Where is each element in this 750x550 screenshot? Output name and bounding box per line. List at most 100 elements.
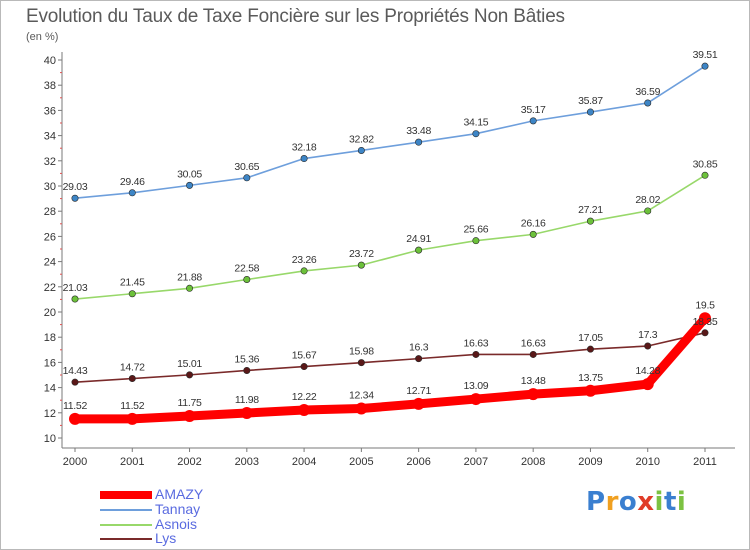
data-point-asnois [300,267,308,275]
data-point-asnois [243,275,251,283]
data-point-amazy [240,407,253,420]
series-layer [69,62,711,425]
data-point-asnois [186,284,194,292]
data-point-lys [300,363,308,371]
y-tick-label: 30 [44,181,56,193]
proxiti-logo: Proxiti [586,487,686,517]
data-label-tannay: 30.65 [234,161,259,173]
data-point-amazy [126,412,139,425]
y-tick-label: 24 [44,257,56,269]
data-label-asnois: 26.16 [521,217,546,229]
x-tick-label: 2004 [292,456,316,468]
data-point-tannay [529,117,537,125]
legend-swatch-lys [100,538,152,540]
legend-label-amazy: AMAZY [155,486,204,502]
data-point-lys [186,371,194,379]
data-label-asnois: 21.88 [177,271,202,283]
x-tick-label: 2007 [464,456,488,468]
data-point-asnois [529,230,537,238]
data-label-lys: 15.36 [234,353,259,365]
data-label-asnois: 23.26 [292,254,317,266]
data-point-asnois [644,207,652,215]
data-point-asnois [415,246,423,254]
data-label-lys: 17.3 [638,329,658,341]
data-point-lys [472,350,480,358]
data-point-amazy [183,409,196,422]
data-label-tannay: 32.82 [349,133,374,145]
data-point-lys [529,350,537,358]
data-label-amazy: 11.75 [178,397,202,409]
data-label-tannay: 29.03 [63,181,88,193]
x-tick-label: 2010 [635,456,659,468]
logo-letter: i [676,487,687,517]
data-point-amazy [527,388,540,401]
data-point-amazy [355,402,368,415]
data-label-asnois: 27.21 [578,204,603,216]
data-point-amazy [699,312,711,325]
series-line-amazy [70,313,710,424]
data-label-asnois: 21.03 [63,282,88,294]
data-label-asnois: 24.91 [406,233,431,245]
data-point-amazy [641,378,654,391]
data-label-lys: 17.05 [578,332,603,344]
data-labels: 29.03 29.46 30.05 30.65 32.18 32.82 33.48 34.15… [63,49,719,412]
data-point-tannay [243,174,251,182]
series-line-asnois [74,174,706,300]
y-tick-label: 28 [44,206,56,218]
data-label-asnois: 22.58 [234,262,259,274]
data-point-lys [357,359,365,367]
axes: 10 12 14 16 18 20 22 24 26 28 30 32 34 36 38 40 2000 2001… [44,52,735,468]
data-label-asnois: 25.66 [464,224,489,236]
x-tick-label: 2003 [235,456,259,468]
data-point-lys [701,329,709,337]
data-label-amazy: 13.09 [464,380,489,392]
y-tick-label: 38 [44,80,56,92]
y-tick-label: 32 [44,156,56,168]
data-point-amazy [69,412,81,425]
data-point-tannay [357,146,365,154]
data-point-amazy [584,384,597,397]
logo-letter: t [663,487,677,517]
x-tick-label: 2005 [349,456,373,468]
data-point-lys [243,366,251,374]
y-tick-label: 40 [44,55,56,67]
data-label-asnois: 28.02 [635,194,660,206]
data-label-tannay: 35.17 [521,104,546,116]
data-point-lys [71,378,79,386]
x-tick-label: 2006 [406,456,430,468]
data-point-tannay [71,194,79,202]
data-label-tannay: 30.05 [177,168,202,180]
data-label-asnois: 23.72 [349,248,374,260]
data-point-amazy [298,404,311,417]
legend-label-asnois: Asnois [155,516,198,532]
data-point-tannay [186,181,194,189]
logo-letter: i [654,487,664,517]
chart-title: Evolution du Taux de Taxe Foncière sur l… [26,6,565,27]
logo-letter: P [586,487,606,517]
data-label-amazy: 11.52 [63,400,87,412]
y-tick-label: 20 [44,307,56,319]
data-label-asnois: 21.45 [120,277,145,289]
chart-subtitle: (en %) [26,31,59,43]
data-point-lys [644,342,652,350]
data-point-tannay [415,138,423,146]
data-label-tannay: 32.18 [292,142,317,154]
data-point-asnois [128,290,136,298]
y-tick-label: 26 [44,231,56,243]
data-label-lys: 16.63 [521,337,546,349]
x-tick-label: 2002 [177,456,201,468]
data-point-lys [128,375,136,383]
y-tick-label: 16 [44,357,56,369]
y-tick-label: 34 [44,131,56,143]
data-label-amazy: 13.75 [578,372,603,384]
data-point-tannay [128,189,136,197]
data-label-amazy: 13.48 [521,375,546,387]
data-point-lys [586,345,594,353]
y-tick-label: 18 [44,332,56,344]
x-tick-label: 2011 [693,456,717,468]
legend-label-tannay: Tannay [155,501,201,517]
data-label-amazy: 12.34 [349,390,374,402]
data-point-asnois [357,261,365,269]
data-point-asnois [586,217,594,225]
data-label-asnois: 30.85 [693,158,718,170]
